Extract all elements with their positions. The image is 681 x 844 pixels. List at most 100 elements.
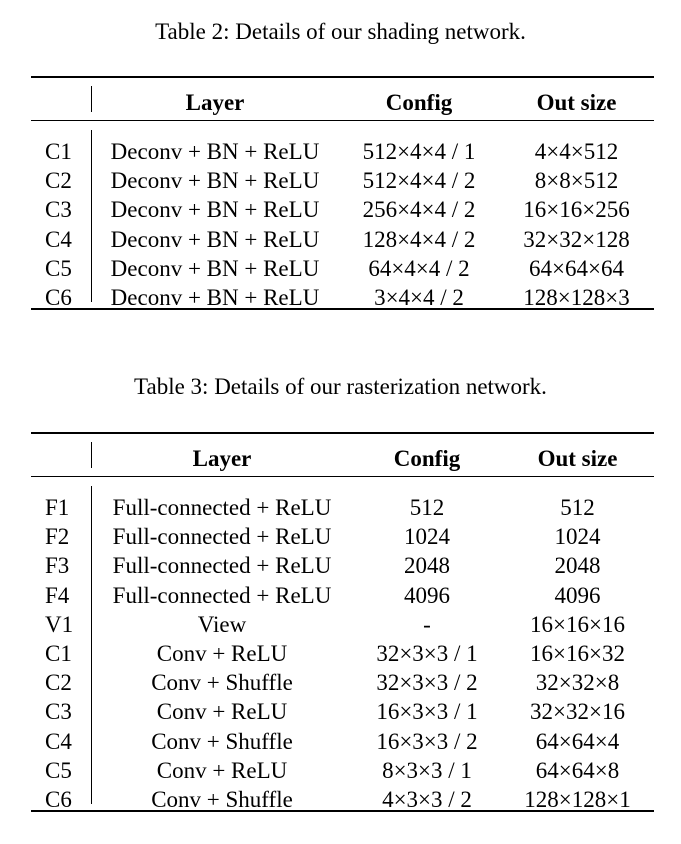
row-out-size: 32×32×128	[523, 226, 630, 252]
row-out-size: 32×32×16	[530, 699, 625, 725]
table-row: C6 Conv + Shuffle 4×3×3 / 2 128×128×1	[31, 785, 654, 818]
row-id: F3	[45, 553, 70, 579]
table2-caption: Table 2: Details of our shading network.	[155, 19, 526, 44]
table-row: C1 Conv + ReLU 32×3×3 / 1 16×16×32	[31, 639, 654, 668]
row-id: C3	[45, 197, 72, 223]
table3-bottom-rule	[31, 810, 654, 812]
row-id: C1	[45, 641, 72, 667]
table2-header-config: Config	[385, 90, 453, 115]
row-out-size: 64×64×4	[535, 728, 620, 754]
row-config: 8×3×3 / 1	[382, 757, 472, 783]
row-id: F1	[45, 495, 70, 520]
table2-header-id	[31, 77, 91, 129]
row-id: C6	[45, 285, 72, 311]
row-id: F4	[45, 582, 70, 608]
row-config: 512×4×4 / 1	[362, 139, 476, 164]
row-id: V1	[45, 611, 74, 637]
row-config: 2048	[404, 553, 450, 579]
row-config: 128×4×4 / 2	[362, 226, 476, 252]
table2: Layer Config Out size C1 Deconv + BN + R…	[31, 77, 654, 316]
row-layer: Conv + ReLU	[156, 699, 288, 725]
table3-header-separator	[91, 442, 92, 468]
row-out-size: 16×16×16	[530, 611, 625, 637]
row-layer: Conv + ReLU	[156, 757, 288, 783]
row-config: 32×3×3 / 1	[376, 641, 478, 667]
row-out-size: 128×128×1	[524, 787, 631, 813]
row-layer: Conv + Shuffle	[151, 670, 293, 696]
table-row: C3 Conv + ReLU 16×3×3 / 1 32×32×16	[31, 697, 654, 726]
table-row: F2 Full-connected + ReLU 1024 1024	[31, 522, 654, 551]
table3-header-out-size: Out size	[537, 446, 618, 471]
row-config: 4096	[404, 582, 450, 608]
row-id: C2	[45, 670, 72, 696]
row-config: 1024	[404, 524, 450, 550]
row-id: C1	[45, 139, 72, 164]
table3: Layer Config Out size F1 Full-connected …	[31, 433, 654, 818]
row-out-size: 64×64×64	[529, 255, 624, 281]
row-config: 64×4×4 / 2	[368, 255, 470, 281]
table-row: C3 Deconv + BN + ReLU 256×4×4 / 2 16×16×…	[31, 195, 654, 224]
row-config: 32×3×3 / 2	[376, 670, 478, 696]
row-out-size: 512	[560, 495, 595, 520]
row-out-size: 64×64×8	[535, 757, 620, 783]
table2-bottom-rule	[31, 308, 654, 310]
row-config: 512	[409, 495, 445, 520]
table-row: F3 Full-connected + ReLU 2048 2048	[31, 551, 654, 580]
row-id: C5	[45, 255, 72, 281]
row-layer: Deconv + BN + ReLU	[110, 139, 320, 164]
row-config: 4×3×3 / 2	[382, 787, 472, 813]
row-out-size: 8×8×512	[534, 168, 619, 194]
table3-header-layer: Layer	[192, 446, 252, 471]
row-id: C4	[45, 728, 72, 754]
table2-top-rule	[31, 76, 654, 78]
table3-header-rule	[31, 476, 654, 477]
table3-top-rule	[31, 432, 654, 434]
row-layer: Deconv + BN + ReLU	[110, 168, 320, 194]
row-out-size: 4×4×512	[534, 139, 619, 164]
table-row: C6 Deconv + BN + ReLU 3×4×4 / 2 128×128×…	[31, 283, 654, 316]
row-out-size: 4096	[554, 582, 601, 608]
table-row: V1 View - 16×16×16	[31, 610, 654, 639]
row-out-size: 2048	[554, 553, 601, 579]
table2-body-separator	[91, 130, 92, 302]
table3-header-row: Layer Config Out size	[31, 433, 654, 485]
table2-header-out-size: Out size	[536, 90, 617, 115]
table2-header-row: Layer Config Out size	[31, 77, 654, 129]
row-layer: Conv + ReLU	[156, 641, 288, 667]
row-id: C3	[45, 699, 72, 725]
row-config: 256×4×4 / 2	[362, 197, 476, 223]
table2-header-layer: Layer	[185, 90, 245, 115]
row-layer: Deconv + BN + ReLU	[110, 226, 320, 252]
table-row: F4 Full-connected + ReLU 4096 4096	[31, 581, 654, 610]
table-row: C4 Deconv + BN + ReLU 128×4×4 / 2 32×32×…	[31, 225, 654, 254]
row-out-size: 16×16×256	[523, 197, 630, 223]
table-row: C4 Conv + Shuffle 16×3×3 / 2 64×64×4	[31, 727, 654, 756]
row-config: 16×3×3 / 2	[376, 728, 478, 754]
row-layer: Deconv + BN + ReLU	[110, 285, 320, 311]
row-id: C4	[45, 226, 72, 252]
row-layer: Full-connected + ReLU	[112, 553, 332, 579]
table3-header-config: Config	[393, 446, 461, 471]
table3-header-id	[31, 433, 91, 485]
row-layer: Full-connected + ReLU	[112, 495, 332, 520]
row-config: 512×4×4 / 2	[362, 168, 476, 194]
row-layer: Conv + Shuffle	[151, 728, 293, 754]
row-layer: Conv + Shuffle	[151, 787, 293, 813]
table-row: F1 Full-connected + ReLU 512 512	[31, 485, 654, 522]
table-row: C2 Conv + Shuffle 32×3×3 / 2 32×32×8	[31, 668, 654, 697]
row-layer: Deconv + BN + ReLU	[110, 197, 320, 223]
table3-caption: Table 3: Details of our rasterization ne…	[134, 374, 547, 399]
table2-header-rule	[31, 120, 654, 121]
row-out-size: 16×16×32	[530, 641, 625, 667]
row-layer: Full-connected + ReLU	[112, 582, 332, 608]
table2-header-separator	[91, 86, 92, 112]
row-id: C6	[45, 787, 72, 813]
table3-body-separator	[91, 486, 92, 804]
row-layer: Deconv + BN + ReLU	[110, 255, 320, 281]
row-out-size: 128×128×3	[523, 285, 630, 311]
row-config: 3×4×4 / 2	[374, 285, 464, 311]
row-out-size: 1024	[554, 524, 601, 550]
row-config: -	[423, 611, 431, 637]
row-id: F2	[45, 524, 70, 550]
table-row: C5 Deconv + BN + ReLU 64×4×4 / 2 64×64×6…	[31, 254, 654, 283]
